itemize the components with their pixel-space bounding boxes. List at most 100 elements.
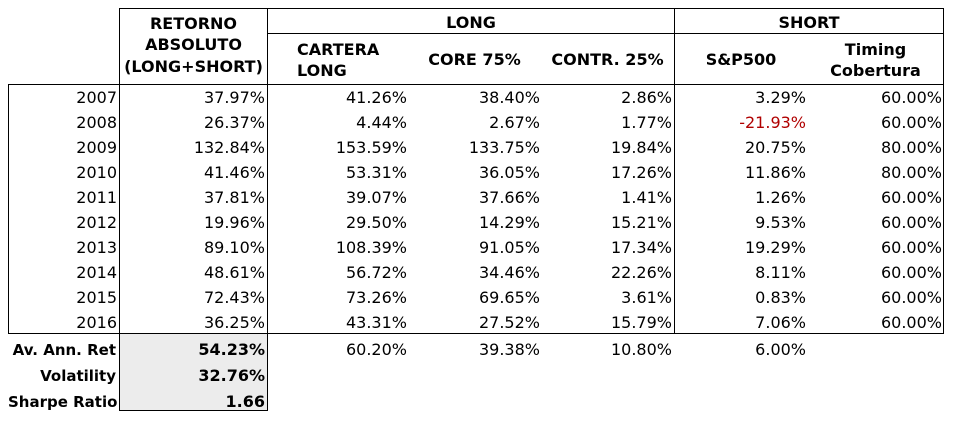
cell-timing: 60.00% [880,288,942,307]
cell-timing: 60.00% [880,313,942,332]
cell-contr: 15.21% [610,213,672,232]
cell-contr: 15.79% [610,313,672,332]
cell-contr: 3.61% [621,288,672,307]
cell-timing: 60.00% [880,213,942,232]
cell-retorno: 72.43% [203,288,265,307]
label-sharpe: Sharpe Ratio [8,393,118,411]
cell-retorno: 19.96% [203,213,265,232]
cell-retorno: 37.81% [203,188,265,207]
cell-retorno: 37.97% [203,88,265,107]
cell-retorno: 41.46% [203,163,265,182]
cell-timing: 60.00% [880,263,942,282]
cell-sp500: 3.29% [755,88,806,107]
cell-timing: 60.00% [880,188,942,207]
cell-timing: 80.00% [880,138,942,157]
cell-core: 36.05% [478,163,540,182]
cell-cartera: 56.72% [345,263,407,282]
header-retorno: RETORNO ABSOLUTO (LONG+SHORT) [120,14,267,76]
header-long-group: LONG [446,13,496,32]
cell-cartera: 43.31% [345,313,407,332]
cell-contr: 17.26% [610,163,672,182]
grid-line [943,8,944,334]
header-contr: CONTR. 25% [551,50,664,69]
cell-contr: 17.34% [610,238,672,257]
cell-sp500: 1.26% [755,188,806,207]
cell-year: 2014 [76,263,117,282]
cell-contr: 2.86% [621,88,672,107]
summary-contr: 10.80% [610,340,672,359]
summary-sharpe: 1.66 [225,392,265,411]
header-retorno-line2: ABSOLUTO [145,35,242,54]
summary-sp500: 6.00% [755,340,806,359]
cell-sp500: 9.53% [755,213,806,232]
summary-cartera: 60.20% [345,340,407,359]
cell-retorno: 132.84% [193,138,265,157]
cell-retorno: 48.61% [203,263,265,282]
cell-year: 2009 [76,138,117,157]
cell-timing: 60.00% [880,88,942,107]
grid-line [674,8,675,334]
header-timing: Timing Cobertura [808,40,943,80]
summary-volatility: 32.76% [198,366,265,385]
cell-sp500: 11.86% [744,163,806,182]
cell-sp500: 20.75% [744,138,806,157]
cell-year: 2011 [76,188,117,207]
cell-cartera: 53.31% [345,163,407,182]
cell-retorno: 36.25% [203,313,265,332]
summary-retorno: 54.23% [198,340,265,359]
cell-core: 133.75% [468,138,540,157]
cell-timing: 60.00% [880,113,942,132]
cell-year: 2007 [76,88,117,107]
header-sp500: S&P500 [705,50,777,69]
cell-core: 37.66% [478,188,540,207]
cell-core: 38.40% [478,88,540,107]
cell-core: 34.46% [478,263,540,282]
cell-cartera: 73.26% [345,288,407,307]
header-short-group: SHORT [778,13,840,32]
cell-timing: 60.00% [880,238,942,257]
cell-year: 2016 [76,313,117,332]
grid-line [8,84,944,85]
cell-core: 69.65% [478,288,540,307]
cell-core: 91.05% [478,238,540,257]
grid-line [120,410,268,411]
grid-line [267,33,944,34]
cell-year: 2013 [76,238,117,257]
cell-sp500: 0.83% [755,288,806,307]
grid-line [8,84,9,334]
header-core: CORE 75% [428,50,521,69]
cell-retorno: 89.10% [203,238,265,257]
cell-contr: 1.41% [621,188,672,207]
header-timing-line2: Cobertura [830,61,921,80]
cell-sp500: 7.06% [755,313,806,332]
cell-cartera: 4.44% [356,113,407,132]
cell-core: 2.67% [489,113,540,132]
header-cartera-line1: CARTERA [297,40,380,59]
header-cartera-line2: LONG [297,61,347,80]
cell-core: 27.52% [478,313,540,332]
header-retorno-line3: (LONG+SHORT) [124,57,263,76]
cell-cartera: 39.07% [345,188,407,207]
label-av-ann-ret: Av. Ann. Ret [12,341,116,359]
cell-cartera: 29.50% [345,213,407,232]
summary-shade [120,334,267,411]
cell-year: 2008 [76,113,117,132]
header-cartera-long: CARTERA LONG [297,40,407,80]
cell-sp500: 19.29% [744,238,806,257]
label-volatility: Volatility [40,367,116,385]
cell-cartera: 153.59% [335,138,407,157]
summary-core: 39.38% [478,340,540,359]
cell-sp500: -21.93% [739,113,806,132]
cell-contr: 19.84% [610,138,672,157]
cell-cartera: 41.26% [345,88,407,107]
cell-contr: 22.26% [610,263,672,282]
cell-cartera: 108.39% [335,238,407,257]
header-timing-line1: Timing [844,40,907,59]
cell-core: 14.29% [478,213,540,232]
grid-line [119,8,120,411]
grid-line [120,8,944,9]
cell-year: 2015 [76,288,117,307]
cell-year: 2010 [76,163,117,182]
cell-timing: 80.00% [880,163,942,182]
